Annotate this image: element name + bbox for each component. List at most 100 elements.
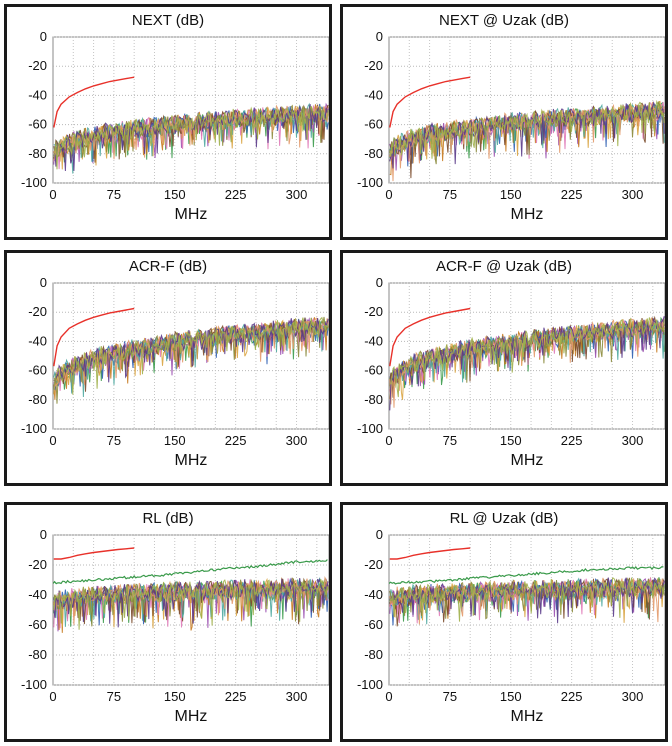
series-line: [53, 104, 329, 172]
chart-title: NEXT @ Uzak (dB): [439, 12, 569, 29]
x-tick-label: 150: [164, 689, 186, 704]
x-tick-label: 225: [561, 433, 583, 448]
series-line: [53, 577, 329, 628]
series-line: [53, 104, 329, 162]
y-tick-label: -100: [357, 677, 383, 692]
x-axis-label: MHz: [511, 206, 544, 223]
y-tick-label: -40: [364, 333, 383, 348]
limit-line: [389, 547, 471, 560]
limit-line: [53, 307, 135, 367]
y-tick-label: -80: [364, 146, 383, 161]
y-tick-label: -100: [357, 421, 383, 436]
x-tick-label: 150: [164, 187, 186, 202]
chart-panel-1: NEXT (dB) 0 -20 -40 -60 -80 -100 0 75 150 225 300 MH…: [4, 4, 332, 240]
series-line: [389, 577, 665, 624]
y-tick-label: -80: [28, 146, 47, 161]
x-tick-label: 300: [622, 689, 644, 704]
y-tick-label: -100: [21, 421, 47, 436]
x-tick-label: 75: [107, 689, 121, 704]
plot-area: [388, 534, 665, 686]
x-tick-label: 225: [561, 689, 583, 704]
y-tick-label: -40: [28, 87, 47, 102]
x-axis-label: MHz: [511, 708, 544, 725]
y-tick-label: -80: [364, 392, 383, 407]
series-line: [53, 318, 329, 395]
y-tick-label: -60: [28, 617, 47, 632]
series-group: [389, 76, 665, 182]
y-tick-label: -20: [28, 304, 47, 319]
chart-panel-6: RL @ Uzak (dB) 0 -20 -40 -60 -80 -100 0 75 150 225…: [340, 502, 668, 742]
limit-line: [389, 307, 471, 367]
x-tick-label: 150: [500, 187, 522, 202]
y-tick-label: -20: [364, 304, 383, 319]
x-tick-label: 150: [164, 433, 186, 448]
chart-panel-4: ACR-F @ Uzak (dB) 0 -20 -40 -60 -80 -100 0 75 150…: [340, 250, 668, 486]
chart-panel-3: ACR-F (dB) 0 -20 -40 -60 -80 -100 0 75 150 225 300 M…: [4, 250, 332, 486]
x-tick-label: 0: [49, 187, 56, 202]
y-tick-label: -40: [364, 587, 383, 602]
x-tick-label: 225: [561, 187, 583, 202]
x-tick-label: 150: [500, 433, 522, 448]
series-line: [53, 579, 329, 630]
series-group: [53, 307, 329, 404]
chart-panel-2: NEXT @ Uzak (dB) 0 -20 -40 -60 -80 -100 0 75 150 2…: [340, 4, 668, 240]
chart-panel-5: RL (dB) 0 -20 -40 -60 -80 -100 0 75 150 225 300 MHz: [4, 502, 332, 742]
y-tick-label: -100: [357, 175, 383, 190]
y-tick-label: -20: [28, 58, 47, 73]
y-tick-label: 0: [376, 527, 383, 542]
y-tick-label: -80: [364, 647, 383, 662]
x-tick-label: 225: [225, 433, 247, 448]
y-tick-label: -40: [28, 333, 47, 348]
y-tick-label: -20: [364, 557, 383, 572]
top-series-line: [389, 565, 664, 585]
x-axis-label: MHz: [175, 206, 208, 223]
y-tick-label: -20: [364, 58, 383, 73]
y-tick-label: -20: [28, 557, 47, 572]
top-series-line: [53, 559, 328, 585]
series-line: [389, 577, 665, 625]
x-tick-label: 0: [385, 433, 392, 448]
series-group: [389, 307, 665, 411]
x-tick-label: 75: [107, 187, 121, 202]
x-tick-label: 300: [622, 433, 644, 448]
x-axis-label: MHz: [175, 708, 208, 725]
y-tick-label: 0: [40, 527, 47, 542]
series-group: [53, 547, 329, 633]
x-tick-label: 0: [385, 689, 392, 704]
chart-title: RL (dB): [142, 510, 193, 527]
x-tick-label: 75: [443, 689, 457, 704]
x-tick-label: 75: [443, 187, 457, 202]
y-tick-label: -60: [364, 363, 383, 378]
x-tick-label: 300: [286, 433, 308, 448]
chart-title: NEXT (dB): [132, 12, 204, 29]
x-tick-label: 0: [49, 433, 56, 448]
series-line: [53, 316, 329, 395]
x-tick-label: 75: [443, 433, 457, 448]
y-tick-label: -60: [28, 117, 47, 132]
series-line: [53, 318, 329, 389]
series-line: [389, 99, 665, 159]
y-tick-label: -40: [364, 87, 383, 102]
y-tick-label: -80: [28, 392, 47, 407]
x-tick-label: 150: [500, 689, 522, 704]
series-line: [53, 577, 329, 627]
y-tick-label: 0: [376, 275, 383, 290]
y-tick-label: -80: [28, 647, 47, 662]
chart-title: RL @ Uzak (dB): [450, 510, 559, 527]
x-tick-label: 75: [107, 433, 121, 448]
x-tick-label: 300: [286, 187, 308, 202]
series-line: [53, 105, 329, 170]
x-axis-label: MHz: [175, 452, 208, 469]
x-tick-label: 300: [622, 187, 644, 202]
x-tick-label: 225: [225, 187, 247, 202]
chart-title: ACR-F @ Uzak (dB): [436, 258, 572, 275]
y-tick-label: 0: [40, 29, 47, 44]
x-tick-label: 225: [225, 689, 247, 704]
y-tick-label: -60: [28, 363, 47, 378]
